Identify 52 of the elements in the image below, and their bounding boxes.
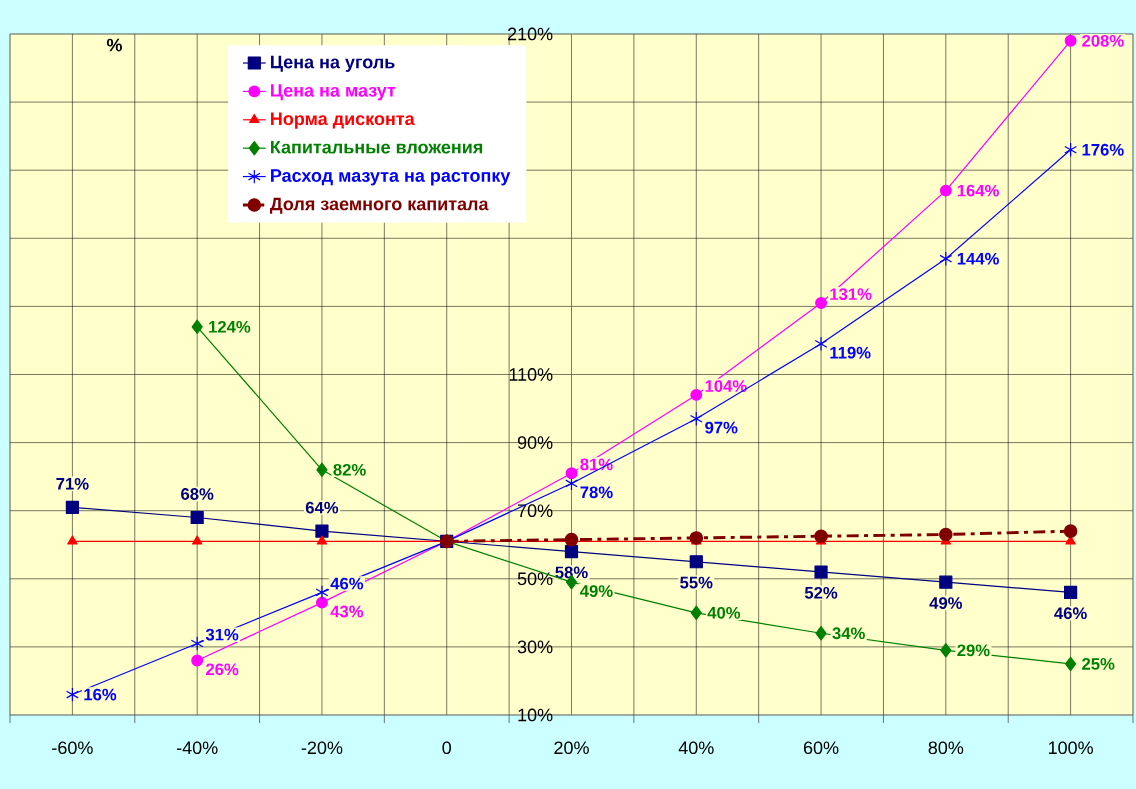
data-label: 124% [209, 320, 251, 333]
y-tick-label: 50% [517, 572, 553, 586]
x-tick-label: 80% [928, 741, 964, 755]
x-tick-label: 20% [554, 741, 589, 755]
legend-label: Норма дисконта [271, 112, 415, 129]
data-label: 55% [680, 576, 713, 589]
data-label: 25% [1082, 658, 1115, 670]
data-label: 144% [957, 252, 999, 265]
data-label: 46% [1054, 607, 1087, 620]
legend-label: Цена на мазут [271, 84, 396, 101]
data-label: 176% [1082, 143, 1124, 156]
data-label: 52% [804, 586, 838, 599]
data-label: 97% [705, 421, 738, 434]
y-tick-label: 70% [517, 504, 553, 518]
data-label: 46% [330, 577, 364, 590]
data-label: 34% [832, 627, 865, 640]
data-label: 164% [957, 184, 999, 197]
y-axis-title: % [106, 38, 122, 52]
data-label: 78% [580, 486, 613, 499]
data-label: 29% [957, 644, 990, 657]
legend-label: Цена на уголь [271, 55, 395, 72]
data-label: 104% [705, 380, 747, 392]
data-label: 43% [330, 605, 364, 618]
data-label: 71% [56, 477, 89, 490]
data-label: 82% [333, 463, 366, 476]
y-tick-label: 30% [517, 640, 553, 654]
data-label: 40% [707, 606, 741, 619]
y-tick-label: 10% [518, 708, 553, 722]
x-tick-label: -60% [52, 741, 93, 755]
data-label: 208% [1082, 34, 1124, 47]
data-label: 16% [84, 688, 117, 701]
x-tick-label: -20% [301, 741, 343, 755]
data-label: 49% [929, 597, 963, 609]
data-label: 31% [205, 628, 239, 641]
y-tick-label: 90% [517, 436, 553, 449]
y-tick-label: 210% [507, 27, 553, 41]
y-tick-label: 110% [509, 368, 553, 381]
x-tick-label: 100% [1048, 741, 1093, 755]
data-label: 68% [181, 488, 214, 500]
x-tick-label: 60% [803, 741, 839, 755]
legend-label: Доля заемного капитала [270, 197, 489, 214]
data-label: 64% [305, 501, 339, 514]
x-tick-label: 0 [442, 741, 452, 755]
data-label: 58% [555, 566, 588, 579]
legend-label: Капитальные вложения [271, 140, 483, 154]
data-label: 119% [830, 346, 871, 359]
data-label: 131% [830, 288, 872, 301]
legend-label: Расход мазута на растопку [271, 169, 511, 186]
x-tick-label: 40% [678, 741, 714, 755]
data-label: 49% [580, 585, 613, 597]
x-tick-label: -40% [176, 741, 218, 755]
data-label: 26% [206, 663, 239, 676]
